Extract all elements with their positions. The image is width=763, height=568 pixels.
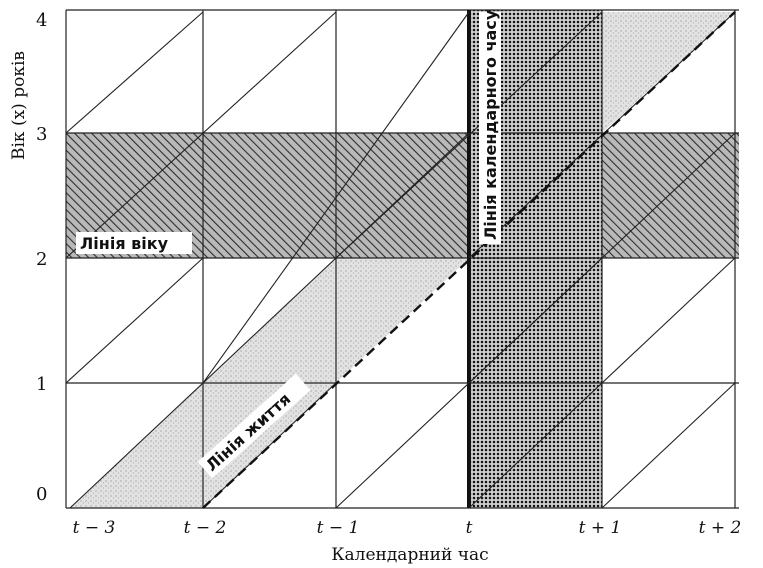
x-tick-t-minus-1: t − 1	[317, 518, 360, 538]
y-axis-label: Вік (x) років	[9, 51, 29, 160]
y-tick-1: 1	[36, 374, 47, 395]
grid	[65, 9, 739, 509]
y-tick-0: 0	[36, 484, 47, 505]
y-tick-4: 4	[36, 10, 47, 31]
x-tick-t-plus-2: t + 2	[699, 518, 742, 538]
age-line-label: Лінія віку	[80, 234, 169, 253]
diagonal-lines	[65, 11, 736, 509]
calendar-line-callout: Лінія календарного часу	[479, 9, 501, 244]
x-tick-t: t	[466, 518, 473, 538]
x-tick-t-minus-2: t − 2	[184, 518, 227, 538]
y-tick-2: 2	[36, 249, 47, 270]
calendar-line-label: Лінія календарного часу	[481, 9, 500, 240]
x-tick-t-minus-3: t − 3	[73, 518, 116, 538]
y-tick-3: 3	[36, 124, 47, 145]
x-tick-t-plus-1: t + 1	[579, 518, 622, 538]
age-line-label-bg	[76, 232, 192, 254]
calendar-line-label-bg	[479, 12, 501, 244]
life-line-label-bg	[197, 373, 311, 479]
x-axis-label: Календарний час	[331, 545, 488, 565]
life-line-dashed	[202, 11, 736, 509]
